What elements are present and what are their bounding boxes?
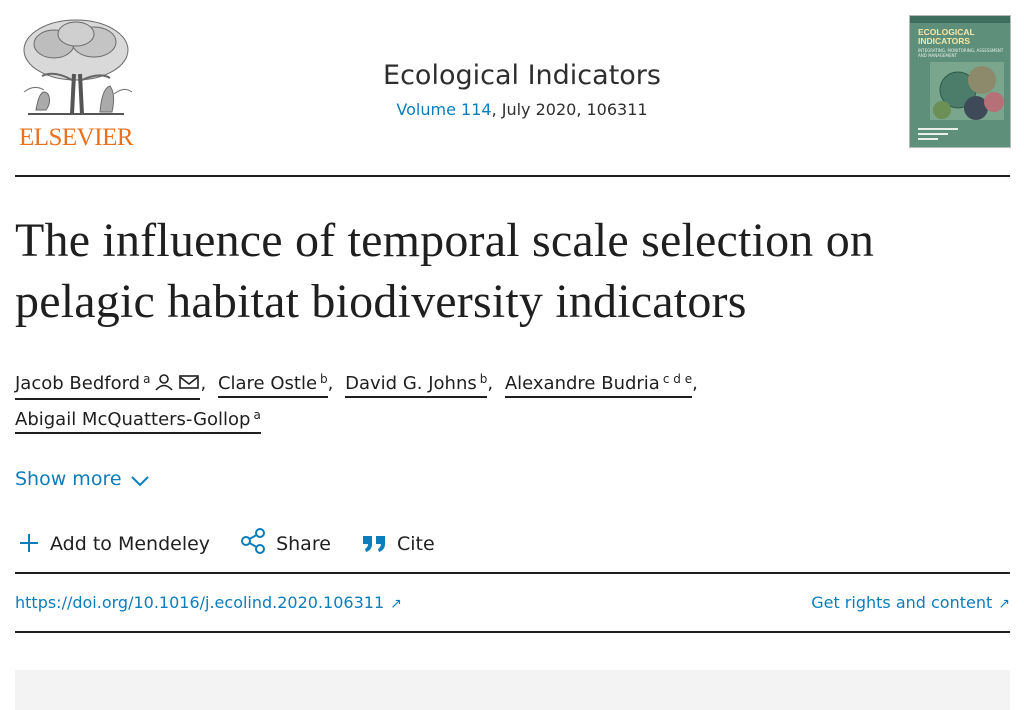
author-list: Jacob Bedford a, Clare Ostle b, David G. J… bbox=[15, 366, 1010, 438]
author-link[interactable]: David G. Johns b bbox=[345, 368, 488, 398]
author-link[interactable]: Clare Ostle b bbox=[217, 368, 328, 398]
cover-subtitle: INTEGRATING, MONITORING, ASSESSMENT AND … bbox=[918, 48, 1004, 58]
volume-link[interactable]: Volume 114 bbox=[396, 100, 492, 119]
elsevier-logo[interactable]: ELSEVIER bbox=[14, 14, 138, 151]
external-link-icon: ↗ bbox=[998, 596, 1010, 612]
cover-top-band bbox=[910, 16, 1010, 23]
doi-row: https://doi.org/10.1016/j.ecolind.2020.1… bbox=[15, 593, 1010, 617]
elsevier-tree-icon bbox=[23, 19, 133, 115]
envelope-icon bbox=[179, 375, 200, 389]
article-title: The influence of temporal scale selectio… bbox=[15, 214, 875, 328]
external-link-icon: ↗ bbox=[390, 596, 402, 612]
doi-divider bbox=[15, 631, 1010, 633]
person-icon bbox=[155, 374, 174, 391]
get-rights-link[interactable]: Get rights and content ↗ bbox=[811, 593, 1010, 612]
actions-divider bbox=[15, 572, 1010, 574]
cover-photo-collage bbox=[918, 62, 1004, 140]
journal-info: Ecological Indicators Volume 114, July 2… bbox=[262, 56, 782, 119]
journal-cover-image[interactable]: ECOLOGICAL INDICATORS INTEGRATING, MONIT… bbox=[909, 15, 1011, 148]
doi-link[interactable]: https://doi.org/10.1016/j.ecolind.2020.1… bbox=[15, 593, 402, 612]
elsevier-wordmark: ELSEVIER bbox=[18, 124, 134, 151]
add-to-mendeley-button[interactable]: Add to Mendeley bbox=[18, 532, 210, 555]
page-header: ELSEVIER Ecological Indicators Volume 11… bbox=[0, 0, 1024, 176]
quote-icon bbox=[362, 536, 385, 552]
author-link[interactable]: Alexandre Budria c d e bbox=[504, 368, 693, 398]
issue-details: , July 2020, 106311 bbox=[491, 100, 648, 119]
header-divider bbox=[15, 175, 1010, 177]
cover-title: ECOLOGICAL INDICATORS bbox=[918, 27, 975, 46]
author-link[interactable]: Jacob Bedford a bbox=[15, 368, 201, 400]
journal-issue-info: Volume 114, July 2020, 106311 bbox=[262, 100, 782, 119]
chevron-down-icon bbox=[130, 476, 149, 487]
article-actions: Add to Mendeley Share Cite bbox=[18, 528, 459, 558]
show-more-label: Show more bbox=[15, 468, 122, 490]
plus-icon bbox=[20, 534, 38, 552]
journal-title[interactable]: Ecological Indicators bbox=[383, 60, 661, 91]
author-link[interactable]: Abigail McQuatters-Gollop a bbox=[15, 404, 261, 434]
cite-button[interactable]: Cite bbox=[361, 532, 435, 555]
show-more-button[interactable]: Show more bbox=[15, 468, 150, 490]
content-panel bbox=[15, 670, 1010, 710]
share-icon bbox=[241, 528, 266, 554]
share-button[interactable]: Share bbox=[240, 528, 331, 555]
